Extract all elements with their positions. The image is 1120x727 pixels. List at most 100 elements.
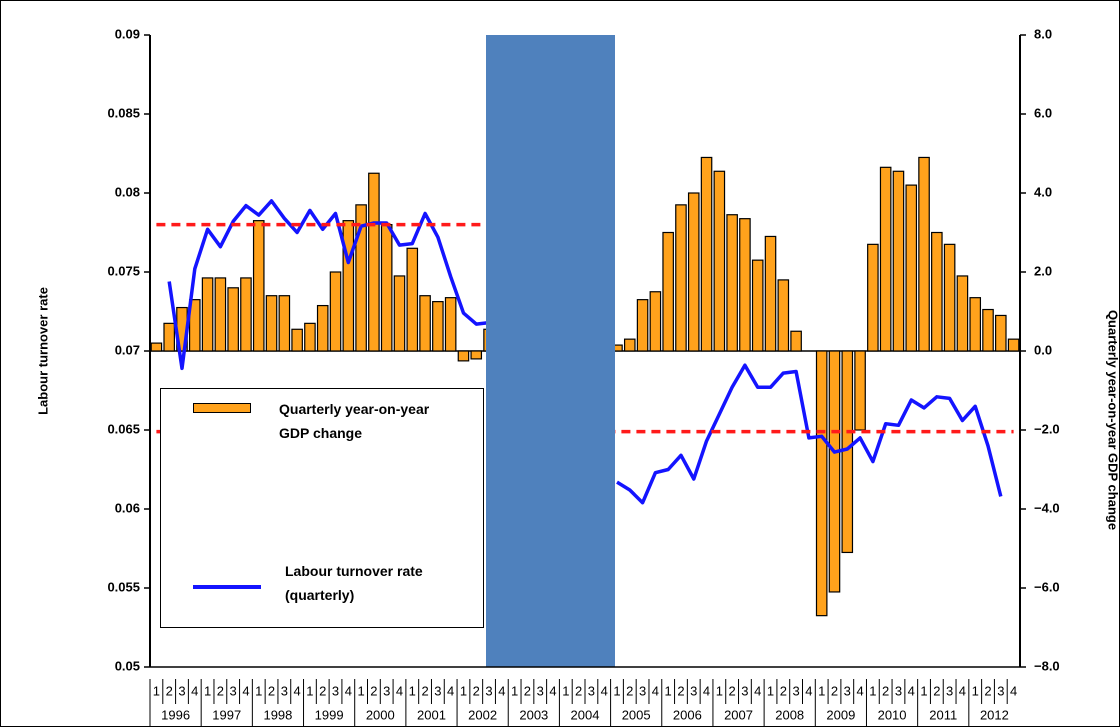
- bar: [150, 342, 163, 352]
- y-tick-label: 0.08: [115, 184, 140, 199]
- quarter-label: 4: [549, 683, 556, 698]
- year-label: 2010: [878, 707, 907, 722]
- quarter-label: 3: [588, 683, 595, 698]
- bar: [867, 243, 879, 352]
- year-label: 2000: [366, 707, 395, 722]
- quarter-label: 3: [178, 683, 185, 698]
- legend-swatch: [193, 585, 261, 589]
- bar: [751, 259, 764, 352]
- year-label: 2009: [826, 707, 855, 722]
- quarter-label: 3: [281, 683, 288, 698]
- year-label: 2002: [468, 707, 497, 722]
- quarter-label: 3: [485, 683, 492, 698]
- quarter-label: 3: [946, 683, 953, 698]
- y2-tick-label: −6.0: [1034, 579, 1060, 594]
- y-tick-label: 0.05: [115, 658, 140, 673]
- quarter-label: 1: [357, 683, 364, 698]
- bar: [700, 156, 713, 352]
- bar: [662, 231, 674, 352]
- y-axis-title: Labour turnover rate: [35, 287, 50, 415]
- y2-tick-label: −2.0: [1034, 421, 1060, 436]
- bar: [982, 308, 994, 352]
- year-label: 2011: [929, 707, 957, 722]
- quarter-label: 2: [370, 683, 377, 698]
- bar: [675, 204, 687, 352]
- quarter-label: 1: [767, 683, 774, 698]
- bar: [905, 184, 918, 352]
- year-label: 2005: [622, 707, 651, 722]
- bar: [815, 350, 828, 617]
- quarter-label: 1: [460, 683, 467, 698]
- y2-tick-label: 6.0: [1034, 105, 1052, 120]
- quarter-label: 2: [524, 683, 531, 698]
- quarter-label: 3: [639, 683, 646, 698]
- quarter-label: 1: [409, 683, 416, 698]
- bar: [841, 350, 854, 554]
- quarter-label: 2: [882, 683, 889, 698]
- quarter-label: 2: [166, 683, 173, 698]
- quarter-label: 2: [268, 683, 275, 698]
- bar: [419, 295, 431, 352]
- quarter-label: 3: [895, 683, 902, 698]
- quarter-label: 3: [332, 683, 339, 698]
- bar: [304, 322, 316, 352]
- bar: [790, 330, 802, 352]
- bar: [943, 243, 956, 352]
- quarter-label: 2: [473, 683, 480, 698]
- quarter-label: 4: [959, 683, 966, 698]
- legend-label: Quarterly year-on-year GDP change: [279, 401, 430, 441]
- bar: [188, 299, 201, 352]
- year-label: 1999: [315, 707, 344, 722]
- bar: [649, 291, 662, 352]
- legend: Quarterly year-on-year GDP change Labour …: [160, 388, 484, 628]
- quarter-label: 1: [665, 683, 672, 698]
- quarter-label: 2: [933, 683, 940, 698]
- bar: [687, 192, 700, 352]
- quarter-label: 1: [153, 683, 160, 698]
- quarter-label: 3: [792, 683, 799, 698]
- bar: [636, 299, 649, 352]
- bar: [726, 214, 738, 352]
- bar: [368, 172, 380, 352]
- bar: [470, 350, 483, 360]
- bar: [342, 220, 355, 352]
- y2-tick-label: 0.0: [1034, 342, 1052, 357]
- quarter-label: 3: [383, 683, 390, 698]
- y-tick-label: 0.07: [115, 342, 140, 357]
- quarter-label: 2: [780, 683, 787, 698]
- quarter-label: 4: [498, 683, 505, 698]
- quarter-label: 2: [984, 683, 991, 698]
- quarter-label: 2: [217, 683, 224, 698]
- quarter-label: 4: [294, 683, 301, 698]
- quarter-label: 4: [191, 683, 198, 698]
- bar: [879, 166, 892, 352]
- year-label: 2012: [980, 707, 1009, 722]
- bar: [969, 297, 982, 352]
- bar: [739, 218, 751, 352]
- quarter-label: 4: [396, 683, 403, 698]
- quarter-label: 2: [626, 683, 633, 698]
- quarter-label: 1: [562, 683, 569, 698]
- bar: [828, 350, 841, 593]
- quarter-label: 3: [230, 683, 237, 698]
- bar: [931, 231, 943, 352]
- quarter-label: 4: [1010, 683, 1017, 698]
- y-tick-label: 0.075: [107, 263, 140, 278]
- bar: [1007, 338, 1020, 352]
- y-tick-label: 0.09: [115, 26, 140, 41]
- bar: [393, 275, 406, 352]
- turnover-line: [167, 199, 1003, 505]
- quarter-label: 4: [703, 683, 710, 698]
- quarter-label: 4: [754, 683, 761, 698]
- year-label: 2003: [519, 707, 548, 722]
- bar: [316, 304, 329, 352]
- quarter-label: 3: [434, 683, 441, 698]
- bar: [432, 301, 444, 352]
- y2-tick-label: 2.0: [1034, 263, 1052, 278]
- bar: [956, 275, 969, 352]
- bar: [278, 295, 291, 352]
- bar: [291, 328, 303, 352]
- bar: [329, 271, 342, 352]
- bar: [265, 295, 278, 352]
